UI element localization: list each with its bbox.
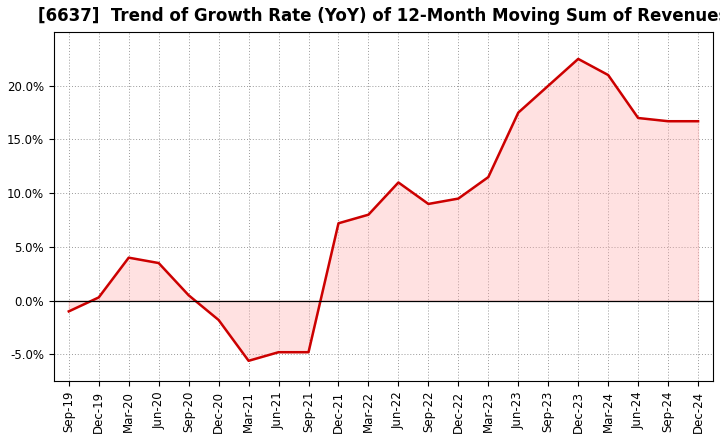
Title: [6637]  Trend of Growth Rate (YoY) of 12-Month Moving Sum of Revenues: [6637] Trend of Growth Rate (YoY) of 12-… bbox=[38, 7, 720, 25]
